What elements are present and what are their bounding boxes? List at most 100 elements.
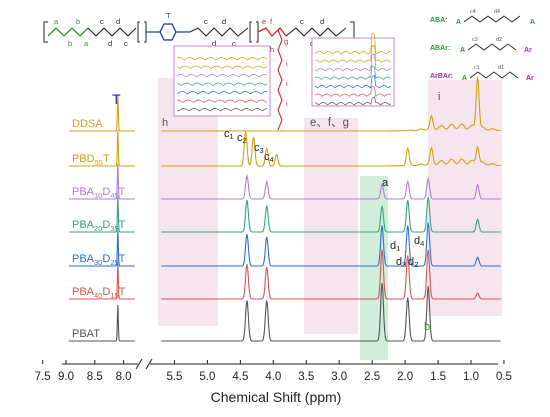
series-label-part: PBD [72, 153, 95, 165]
annot-c3: c3 [254, 142, 264, 155]
spectrum-PBA10D45T [68, 164, 501, 200]
shade-aromatic-label-region [158, 78, 218, 326]
series-label-sub: 55 [95, 158, 103, 167]
x-tick-label: 1.5 [430, 371, 446, 383]
struct-label-i2: i [286, 79, 288, 88]
struct-label-d6: d [320, 17, 324, 26]
seq-ABAr: ABAr: [430, 45, 450, 52]
x-tick-label: 5.0 [199, 371, 215, 383]
bracket-mid-2 [144, 21, 147, 43]
struct-label-d4: d [222, 17, 226, 26]
annot-c2-sub: 2 [243, 136, 247, 145]
series-label-part: T [119, 253, 126, 265]
seq-ABA-c4: c4 [470, 9, 476, 15]
inset-trace-PBA30D25T [176, 91, 268, 95]
seq-ABAr-chain [467, 43, 517, 51]
x-tick-label: 4.5 [232, 371, 248, 383]
spectrum-PBA40D15T [68, 249, 501, 300]
x-tick-label: 4.0 [265, 371, 281, 383]
series-label-part: D [102, 253, 110, 265]
series-label-PBA30D25T: PBA30D25T [72, 253, 126, 267]
series-label-PBD55T: PBD55T [72, 153, 110, 167]
seq-ArBAr-chain [469, 71, 519, 79]
bracket-mid-4 [256, 21, 259, 43]
inset-trace-PBD55T [176, 65, 268, 69]
inset-right-traces [314, 33, 392, 106]
inset-trace-PBA20D35T [314, 65, 392, 80]
annot-d1-sub: 1 [396, 244, 400, 253]
inset-trace-PBA40D15T [177, 99, 268, 103]
struct-label-i1: i [286, 59, 288, 68]
struct-label-d2: d [116, 17, 120, 26]
series-label-sub: 20 [94, 224, 102, 233]
annot-i: i [438, 91, 440, 103]
inset-trace-PBA10D45T [176, 74, 268, 78]
struct-label-c3: c [204, 17, 208, 26]
struct-label-c2: c [124, 39, 128, 48]
seq-ABAr-A: A [460, 47, 465, 54]
axis-break-mark-2 [145, 358, 153, 370]
series-label-part: PBA [72, 286, 95, 298]
annot-d2-main: d [408, 256, 414, 268]
x-tick-label: 3.5 [298, 371, 314, 383]
struct-label-d1: d [108, 39, 112, 48]
inset-zoom-right [311, 33, 395, 107]
annot-h: h [162, 117, 168, 129]
series-label-part: T [103, 153, 110, 165]
series-label-sub: 40 [94, 291, 102, 300]
annot-d1: d1 [390, 240, 400, 253]
series-label-PBA40D15T: PBA40D15T [72, 286, 126, 300]
series-label-part: T [119, 286, 126, 298]
seq-ABA-A1: A [456, 19, 461, 26]
series-label-part: D [102, 186, 110, 198]
inset-trace-DDSA [314, 33, 392, 55]
inset-trace-DDSA [176, 57, 268, 61]
x-tick-label: 0.5 [496, 371, 512, 383]
spectrum-PBA30D25T [68, 222, 501, 267]
annot-c1-sub: 1 [230, 132, 234, 141]
annot-d4-sub: 4 [420, 239, 424, 248]
annot-d3: d3 [396, 256, 406, 269]
annot-d4-main: d [414, 235, 420, 247]
annot-d4: d4 [414, 235, 424, 248]
spectrum-DDSA [68, 77, 501, 132]
inset-zoom-left [173, 45, 271, 117]
bracket-mid-3 [249, 21, 252, 43]
series-label-part: PBA [72, 253, 95, 265]
annot-d2-sub: 2 [414, 260, 418, 269]
seq-ABA-d4: d4 [494, 9, 500, 15]
adipate-chain [47, 27, 89, 37]
series-label-sub: 30 [94, 258, 102, 267]
spectra-traces [68, 77, 501, 342]
inset-trace-PBD55T [315, 44, 392, 63]
spectrum-PBA20D35T [68, 197, 501, 233]
inset-trace-PBA20D35T [176, 82, 268, 86]
seq-ABA-A2: A [530, 19, 535, 26]
annot-c4: c4 [264, 151, 274, 164]
seq-ABAr-d2: d2 [496, 37, 502, 43]
series-label-part: D [102, 219, 110, 231]
x-axis-ticks: 9.0 8.5 8.0 7.5 5.5 5.0 4.5 4.0 3.5 3.0 2.5 2.0 1.5 1… [35, 360, 512, 383]
spectrum-PBAT [68, 282, 501, 342]
seq-ArBAr: ArBAr: [430, 73, 453, 80]
inset-trace-PBAT [314, 96, 392, 106]
annot-c2-main: c [237, 132, 243, 144]
series-labels: DDSAPBD55TPBA10D45TPBA20D35TPBA30D25TPBA… [72, 118, 126, 340]
struct-label-c4: c [232, 39, 236, 48]
x-tick-label: 5.5 [166, 371, 182, 383]
annot-d3-sub: 3 [402, 260, 406, 269]
series-label-DDSA: DDSA [72, 118, 103, 130]
x-axis-label: Chemical Shift (ppm) [211, 389, 342, 405]
struct-label-g: g [284, 37, 288, 46]
struct-label-b2: b [76, 17, 80, 26]
x-tick-label: 8.5 [87, 371, 103, 383]
struct-label-i3: i [286, 99, 288, 108]
benzene-ring [159, 23, 177, 41]
series-label-sub: 15 [110, 291, 118, 300]
inset-trace-PBA40D15T [314, 85, 392, 97]
annot-a: a [382, 177, 389, 189]
x-tick-label: 9.0 [58, 371, 74, 383]
x-tick-label: 7.5 [35, 371, 51, 383]
annot-d1-main: d [390, 240, 396, 252]
series-label-sub: 35 [110, 224, 118, 233]
